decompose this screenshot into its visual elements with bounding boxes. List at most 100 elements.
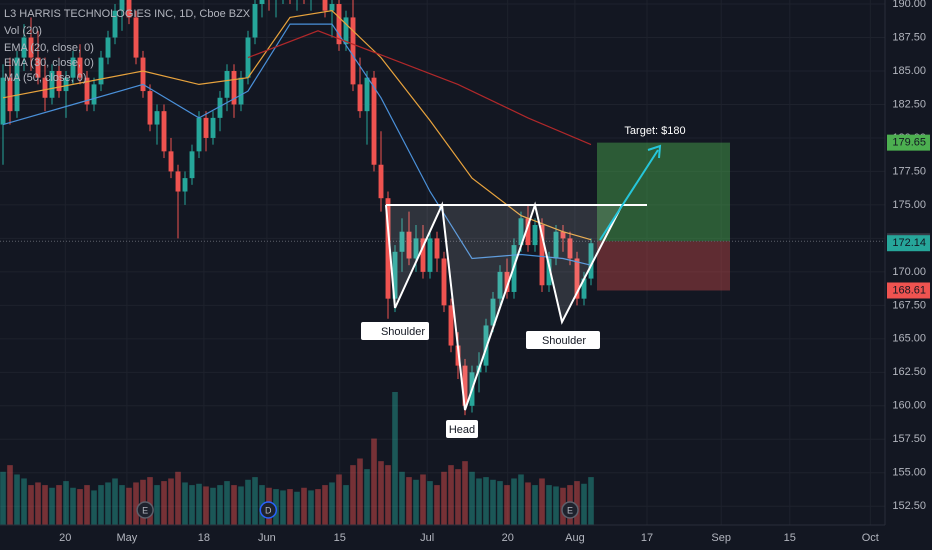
candle-body: [49, 70, 55, 98]
volume-bar: [63, 481, 69, 525]
volume-bar: [497, 481, 503, 525]
event-marker: [561, 501, 579, 519]
y-tick-label: 167.50: [892, 299, 926, 311]
volume-bar: [105, 482, 111, 525]
pattern-line: [385, 204, 396, 309]
target-zone: [597, 142, 730, 242]
volume-bar: [588, 477, 594, 525]
volume-bar: [581, 483, 587, 525]
candle-body: [259, 0, 265, 5]
volume-bar: [441, 471, 447, 525]
candle-body: [462, 365, 468, 406]
candle-body: [21, 37, 27, 58]
volume-bar: [210, 487, 216, 525]
legend-entry: Vol (20): [4, 25, 42, 37]
volume-bar: [112, 478, 118, 525]
volume-bar: [42, 485, 48, 525]
candle-body: [105, 37, 111, 58]
label-box: [361, 322, 429, 340]
candle-body: [420, 238, 426, 272]
volume-bar: [483, 477, 489, 525]
candle-body: [588, 243, 594, 279]
volume-bar: [203, 486, 209, 525]
volume-bar: [504, 485, 510, 525]
candle-body: [182, 178, 188, 192]
candle-body: [322, 0, 328, 11]
volume-bar: [553, 486, 559, 525]
y-tick-label: 175.00: [892, 199, 926, 211]
volume-bar: [427, 481, 433, 525]
indicator-line: [247, 30, 592, 146]
candle-body: [35, 57, 41, 78]
volume-bar: [98, 485, 104, 525]
candle-body: [329, 4, 335, 11]
event-marker: [136, 501, 154, 519]
candle-body: [154, 111, 160, 125]
candle-body: [56, 70, 62, 92]
time-axis: [0, 525, 932, 550]
x-tick-label: 18: [198, 532, 210, 544]
volume-bar: [336, 474, 342, 525]
volume-bar: [231, 485, 237, 525]
x-tick-label: 20: [502, 532, 514, 544]
volume-bar: [294, 491, 300, 525]
candle-body: [77, 57, 83, 78]
candle-body: [581, 278, 587, 299]
y-tick-label: 165.00: [892, 333, 926, 345]
candle-body: [350, 17, 356, 85]
volume-bar: [28, 485, 34, 525]
volume-bar: [168, 478, 174, 525]
y-tick-label: 162.50: [892, 366, 926, 378]
price-tag-label: 179.65: [892, 137, 926, 149]
candle-body: [504, 271, 510, 292]
target-arrow: [599, 149, 659, 241]
price-tag-label: 172.14: [892, 237, 926, 249]
volume-bar: [56, 485, 62, 525]
volume-bar: [21, 478, 27, 525]
candle-body: [70, 57, 76, 78]
volume-bar: [343, 485, 349, 525]
legend-entry: MA (50, close, 0): [4, 72, 87, 84]
candle-body: [392, 251, 398, 299]
candle-body: [231, 70, 237, 105]
volume-bar: [252, 477, 258, 525]
annotation: Target: $180: [624, 125, 685, 137]
volume-bar: [161, 481, 167, 525]
price-axis: [885, 0, 932, 550]
y-tick-label: 177.50: [892, 165, 926, 177]
chart-title: L3 HARRIS TECHNOLOGIES INC, 1D, Cboe BZX: [4, 8, 251, 20]
volume-bar: [406, 477, 412, 525]
candle-body: [448, 305, 454, 346]
candle-body: [385, 198, 391, 299]
volume-bar: [196, 483, 202, 525]
volume-bar: [84, 485, 90, 525]
volume-bar: [14, 474, 20, 525]
volume-bar: [126, 487, 132, 525]
volume-bar: [77, 489, 83, 525]
volume-bar: [308, 490, 314, 525]
volume-bar: [217, 485, 223, 525]
volume-bar: [413, 479, 419, 525]
x-tick-label: Jul: [420, 532, 434, 544]
volume-bar: [420, 474, 426, 525]
candle-body: [238, 77, 244, 105]
candle-body: [161, 111, 167, 152]
volume-bar: [399, 471, 405, 525]
legend-entry: EMA (30, close, 0): [4, 57, 94, 69]
stop-zone: [597, 241, 730, 291]
event-marker: [259, 501, 278, 519]
x-tick-label: 15: [784, 532, 796, 544]
candle-body: [119, 0, 125, 11]
volume-bar: [7, 465, 13, 525]
x-tick-label: 17: [641, 532, 653, 544]
candle-body: [427, 238, 433, 272]
candle-body: [434, 238, 440, 259]
y-tick-label: 190.00: [892, 0, 926, 10]
volume-bar: [0, 471, 6, 525]
candle-body: [525, 218, 531, 246]
volume-bar: [371, 438, 377, 525]
y-tick-label: 155.00: [892, 467, 926, 479]
volume-bar: [364, 469, 370, 525]
candle-body: [175, 171, 181, 192]
candle-body: [371, 77, 377, 165]
